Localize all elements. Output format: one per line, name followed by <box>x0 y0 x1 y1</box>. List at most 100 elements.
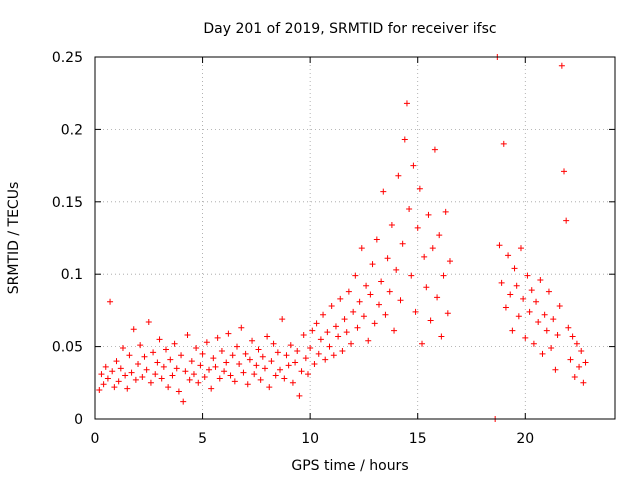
data-point <box>246 356 253 363</box>
data-point <box>358 245 365 252</box>
data-point <box>446 258 453 265</box>
data-point <box>281 375 288 382</box>
data-point <box>296 392 303 399</box>
data-point <box>169 372 176 379</box>
data-point <box>135 360 142 367</box>
data-point <box>563 217 570 224</box>
data-point <box>231 378 238 385</box>
data-point <box>197 362 204 369</box>
data-point <box>152 371 159 378</box>
data-point <box>132 376 139 383</box>
data-point <box>388 221 395 228</box>
data-point <box>339 347 346 354</box>
data-point <box>221 368 228 375</box>
data-point <box>210 355 217 362</box>
data-point <box>218 347 225 354</box>
data-point <box>500 140 507 147</box>
data-point <box>255 346 262 353</box>
data-point <box>397 297 404 304</box>
data-point <box>304 371 311 378</box>
data-point <box>302 355 309 362</box>
data-point <box>550 316 557 323</box>
data-point <box>337 295 344 302</box>
data-point <box>145 318 152 325</box>
data-point <box>233 343 240 350</box>
data-point <box>576 363 583 370</box>
data-point <box>556 303 563 310</box>
data-point <box>513 282 520 289</box>
data-point <box>412 308 419 315</box>
data-point <box>317 336 324 343</box>
data-point <box>203 339 210 346</box>
data-point <box>548 345 555 352</box>
data-point <box>580 379 587 386</box>
data-point <box>313 320 320 327</box>
data-point <box>425 211 432 218</box>
data-point <box>419 340 426 347</box>
x-axis-label: GPS time / hours <box>291 458 408 474</box>
data-point <box>569 333 576 340</box>
data-point <box>434 294 441 301</box>
data-point <box>363 282 370 289</box>
data-point <box>128 369 135 376</box>
data-point <box>171 340 178 347</box>
data-point <box>115 378 122 385</box>
data-point <box>193 345 200 352</box>
data-point <box>515 313 522 320</box>
data-point <box>324 329 331 336</box>
data-point <box>117 365 124 372</box>
data-point <box>175 388 182 395</box>
data-point <box>141 353 148 360</box>
data-point <box>421 253 428 260</box>
data-point <box>322 356 329 363</box>
data-point <box>350 308 357 315</box>
data-point <box>509 327 516 334</box>
data-point <box>386 288 393 295</box>
data-point <box>104 375 111 382</box>
data-point <box>289 379 296 386</box>
x-tick-label: 15 <box>409 431 427 447</box>
data-point <box>541 311 548 318</box>
data-point <box>517 245 524 252</box>
data-point <box>229 352 236 359</box>
data-point <box>533 298 540 305</box>
y-tick-label: 0.15 <box>52 195 83 211</box>
data-point <box>225 330 232 337</box>
data-point <box>268 358 275 365</box>
data-point <box>236 360 243 367</box>
plot-frame <box>94 56 616 420</box>
data-point <box>522 334 529 341</box>
data-point <box>442 208 449 215</box>
data-point <box>401 136 408 143</box>
data-point <box>530 340 537 347</box>
data-point <box>375 301 382 308</box>
data-point <box>212 363 219 370</box>
data-point <box>378 278 385 285</box>
data-point <box>122 372 129 379</box>
data-point <box>264 333 271 340</box>
data-point <box>526 308 533 315</box>
data-point <box>578 347 585 354</box>
data-point <box>360 313 367 320</box>
data-point <box>444 310 451 317</box>
data-point <box>113 358 120 365</box>
data-point <box>150 349 157 356</box>
data-point <box>382 311 389 318</box>
data-point <box>423 284 430 291</box>
data-point <box>406 206 413 213</box>
data-point <box>326 343 333 350</box>
y-tick-label: 0.25 <box>52 50 83 66</box>
data-point <box>343 329 350 336</box>
data-point <box>369 261 376 268</box>
y-tick-label: 0.05 <box>52 340 83 356</box>
data-point <box>582 359 589 366</box>
y-axis-label: SRMTID / TECUs <box>6 182 22 295</box>
data-point <box>436 232 443 239</box>
data-point <box>524 272 531 279</box>
data-point <box>208 385 215 392</box>
data-point <box>158 375 165 382</box>
data-point <box>186 376 193 383</box>
data-point <box>365 337 372 344</box>
data-point <box>195 379 202 386</box>
